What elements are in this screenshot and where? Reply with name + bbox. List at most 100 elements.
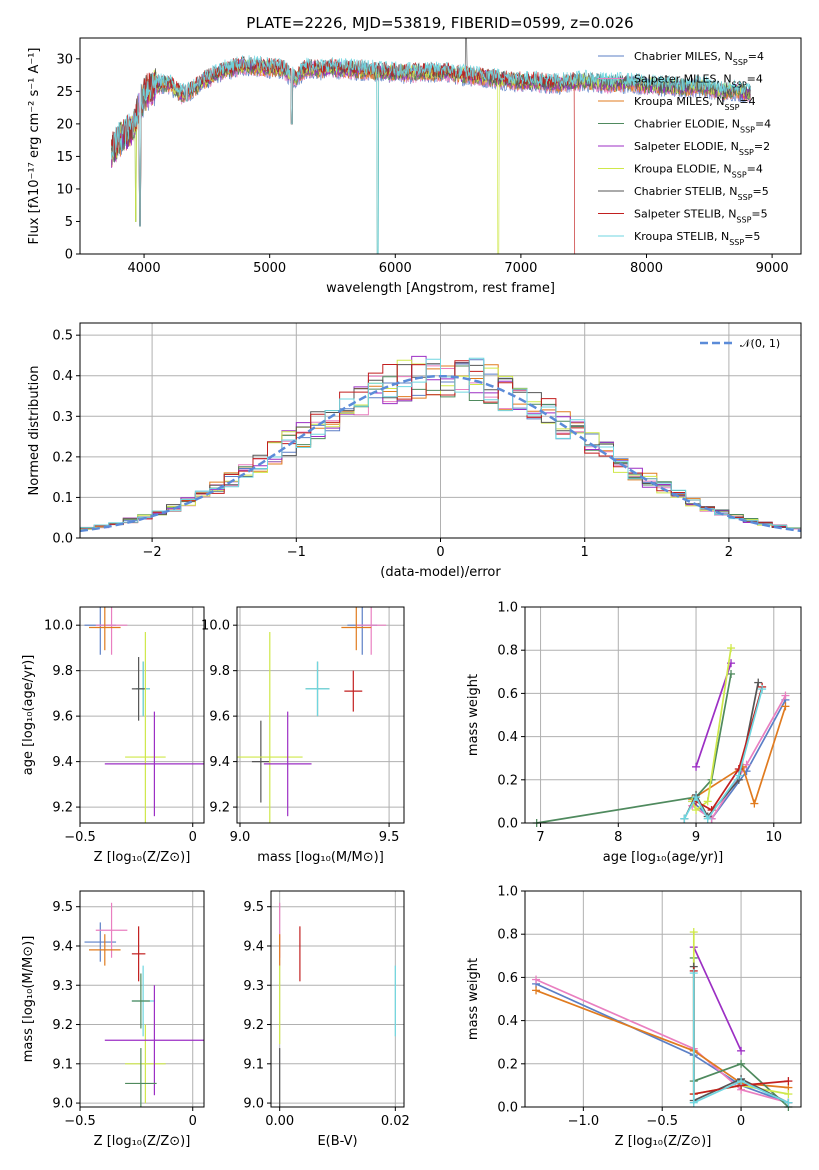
y-tick-label: 0.4 <box>497 1014 518 1029</box>
x-tick-label: 9.5 <box>379 830 400 845</box>
legend-entry: Kroupa MILES, NSSP=4 <box>634 95 756 112</box>
x-tick-label: 1 <box>581 545 589 560</box>
y-tick-label: 30 <box>56 52 73 67</box>
mass-weight-line <box>693 946 742 1052</box>
x-tick-label: −2 <box>143 545 162 560</box>
mass-weight-line <box>695 686 763 812</box>
y-tick-label: 9.3 <box>243 979 264 994</box>
y-tick-label: 9.8 <box>209 664 230 679</box>
x-tick-label: 0 <box>189 830 197 845</box>
y-tick-label: 0.5 <box>52 329 73 344</box>
x-tick-label: 0 <box>436 545 444 560</box>
mass-weight-line <box>695 662 732 768</box>
y-tick-label: 9.2 <box>209 801 230 816</box>
axes-frame <box>79 37 802 255</box>
spectrum-panel: 4000 5000 6000 7000 8000 9000 0 5 10 15 20 25 30 wave… <box>27 37 802 296</box>
x-tick-label: 9000 <box>756 261 789 276</box>
legend-entry: Chabrier STELIB, NSSP=5 <box>634 185 769 202</box>
figure-title: PLATE=2226, MJD=53819, FIBERID=0599, z=0… <box>246 14 633 32</box>
x-tick-label: 8000 <box>630 261 663 276</box>
y-axis-label: mass weight <box>466 958 481 1040</box>
y-tick-label: 9.4 <box>52 939 73 954</box>
age-vs-mass-panel: 9.0 9.5 9.2 9.4 9.6 9.8 10.0 mass [log₁₀(M/M⊙)] <box>201 606 405 865</box>
y-tick-label: 9.2 <box>52 1018 73 1033</box>
axes-frame <box>524 890 802 1108</box>
x-tick-label: 5000 <box>253 261 286 276</box>
x-tick-label: 7 <box>536 830 544 845</box>
gaussian-curve <box>79 374 802 533</box>
y-axis-label: Normed distribution <box>27 366 42 496</box>
y-tick-label: 0.6 <box>497 971 518 986</box>
y-tick-label: 10 <box>56 182 73 197</box>
y-tick-label: 10.0 <box>44 619 73 634</box>
histogram-step <box>80 360 801 529</box>
y-tick-label: 9.5 <box>52 900 73 915</box>
mass-weight-line <box>535 978 789 1104</box>
y-tick-label: 10.0 <box>201 619 230 634</box>
mass-vs-Z-panel: −0.5 0 9.0 9.1 9.2 9.3 9.4 9.5 Z [log₁₀(Z/Z⊙)] ma… <box>21 890 205 1149</box>
y-tick-label: 0.8 <box>497 928 518 943</box>
legend-entry: Salpeter MILES, NSSP=4 <box>634 73 763 90</box>
residuals-panel: −2 −1 0 1 2 0.0 0.1 0.2 0.3 0.4 0.5 (data-model)/er… <box>27 322 802 580</box>
axes-frame <box>79 890 205 1108</box>
legend-entry: Chabrier MILES, NSSP=4 <box>634 50 764 67</box>
y-tick-label: 15 <box>56 150 73 165</box>
y-tick-label: 0.4 <box>52 369 73 384</box>
y-tick-label: 9.0 <box>243 1097 264 1112</box>
y-tick-label: 9.5 <box>243 900 264 915</box>
x-tick-label: −0.5 <box>64 1114 96 1129</box>
mass-vs-ebv-panel: 0.00 0.02 9.0 9.1 9.2 9.3 9.4 9.5 E(B-V) <box>243 890 410 1149</box>
axes-frame <box>79 606 205 824</box>
x-tick-label: −0.5 <box>64 830 96 845</box>
x-tick-label: −1 <box>287 545 306 560</box>
y-tick-label: 1.0 <box>497 885 518 900</box>
x-tick-label: 8 <box>614 830 622 845</box>
y-tick-label: 0.3 <box>52 410 73 425</box>
y-tick-label: 0 <box>65 248 73 263</box>
x-tick-label: −1.0 <box>568 1114 600 1129</box>
x-tick-label: 9 <box>692 830 700 845</box>
y-tick-label: 9.2 <box>52 801 73 816</box>
mass-weight-vs-Z-panel: −1.0 −0.5 0 0.0 0.2 0.4 0.6 0.8 1.0 Z [log₁₀(Z/Z⊙… <box>466 885 802 1149</box>
y-tick-label: 0.2 <box>497 773 518 788</box>
legend-entry: Kroupa STELIB, NSSP=5 <box>634 230 760 247</box>
y-tick-label: 25 <box>56 85 73 100</box>
y-tick-label: 20 <box>56 117 73 132</box>
y-tick-label: 9.6 <box>52 710 73 725</box>
histogram-step <box>80 357 801 529</box>
x-axis-label: Z [log₁₀(Z/Z⊙)] <box>94 1134 191 1149</box>
y-tick-label: 0.4 <box>497 730 518 745</box>
x-axis-label: E(B-V) <box>317 1134 357 1149</box>
y-tick-label: 9.3 <box>52 979 73 994</box>
mass-weight-line <box>536 673 732 824</box>
legend-entry: 𝒩(0, 1) <box>740 337 780 350</box>
axes-frame <box>236 606 405 824</box>
y-tick-label: 0.8 <box>497 644 518 659</box>
y-tick-label: 9.4 <box>209 755 230 770</box>
axes-frame <box>524 606 802 824</box>
y-tick-label: 9.1 <box>243 1057 264 1072</box>
y-tick-label: 0.0 <box>497 817 518 832</box>
y-tick-label: 9.6 <box>209 710 230 725</box>
x-tick-label: 9.0 <box>230 830 251 845</box>
y-tick-label: 9.1 <box>52 1057 73 1072</box>
x-axis-label: (data-model)/error <box>380 565 501 580</box>
mass-weight-line <box>691 699 787 820</box>
axes-frame <box>270 890 405 1108</box>
mass-weight-vs-age-panel: 7 8 9 10 0.0 0.2 0.4 0.6 0.8 1.0 age [log₁₀(age/yr… <box>466 601 802 865</box>
x-tick-label: 2 <box>725 545 733 560</box>
y-tick-label: 9.8 <box>52 664 73 679</box>
x-axis-label: Z [log₁₀(Z/Z⊙)] <box>94 850 191 865</box>
y-tick-label: 5 <box>65 215 73 230</box>
y-tick-label: 0.1 <box>52 491 73 506</box>
x-tick-label: 4000 <box>128 261 161 276</box>
y-tick-label: 0.2 <box>52 450 73 465</box>
x-tick-label: 7000 <box>504 261 537 276</box>
mass-weight-line <box>691 706 787 807</box>
x-tick-label: −0.5 <box>646 1114 678 1129</box>
chart-panels: 4000 5000 6000 7000 8000 9000051015202530wave… <box>21 37 802 1149</box>
y-tick-label: 0.0 <box>52 532 73 547</box>
y-tick-label: 0.2 <box>497 1057 518 1072</box>
